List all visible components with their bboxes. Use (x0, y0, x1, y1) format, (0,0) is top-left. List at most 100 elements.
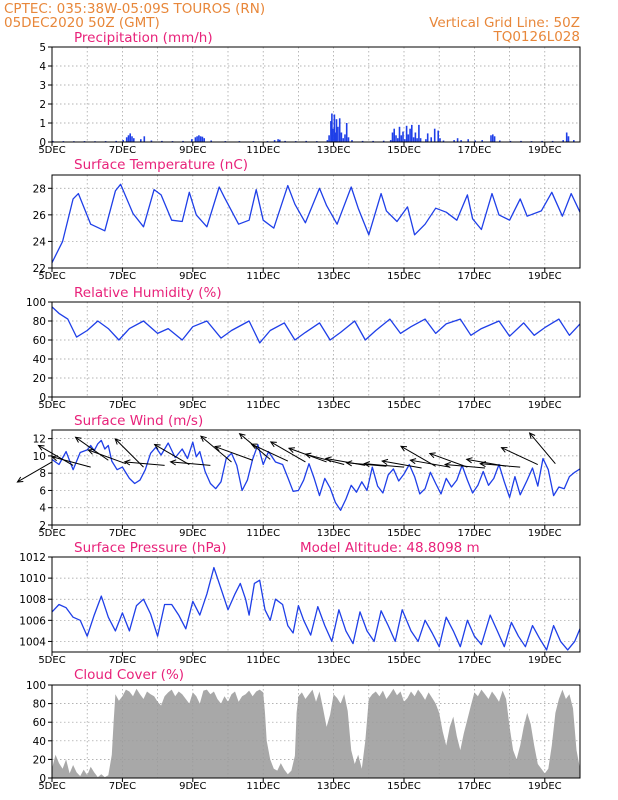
precipitation-bar (210, 140, 212, 142)
precipitation-bar (405, 125, 408, 142)
precipitation-bar (551, 140, 554, 142)
panel-cloud-cover: 0 20 40 60 80 100 5DEC 7DEC 9DEC 11DEC 13DEC 15DEC 1… (26, 667, 581, 792)
wind-vector-arrow (443, 461, 486, 469)
x-tick-label: 17DEC (458, 271, 492, 282)
wind-vector-arrow (399, 445, 436, 467)
precipitation-bar (201, 136, 204, 142)
wind-vector-arrow (74, 436, 109, 461)
x-tick-label: 5DEC (38, 271, 65, 282)
precipitation-bar (407, 134, 410, 142)
precipitation-bar (333, 114, 336, 142)
y-tick-label: 100 (26, 680, 46, 692)
x-tick-label: 13DEC (317, 528, 351, 539)
wind-vector-arrow (114, 438, 144, 468)
precipitation-bar (412, 137, 415, 143)
y-tick-label: 1 (39, 118, 46, 130)
precipitation-bar (337, 126, 339, 142)
panel-frame (51, 46, 581, 143)
panel-title-humidity: Relative Humidity (%) (74, 285, 222, 301)
y-tick-label: 28 (33, 183, 46, 195)
x-tick-label: 15DEC (387, 655, 421, 666)
y-tick-label: 20 (33, 754, 46, 766)
precipitation-bar (456, 138, 459, 142)
x-tick-label: 19DEC (528, 400, 562, 411)
wind-vector-arrow (37, 444, 74, 466)
x-tick-label: 9DEC (179, 781, 206, 792)
precipitation-bar (127, 135, 130, 142)
y-tick-label: 26 (33, 210, 47, 222)
y-tick-label: 1008 (19, 594, 46, 606)
y-tick-label: 4 (39, 61, 46, 73)
header-model-id: TQ0126L028 (492, 29, 580, 45)
x-tick-label: 19DEC (528, 528, 562, 539)
x-tick-label: 13DEC (317, 781, 351, 792)
x-tick-label: 19DEC (528, 145, 562, 156)
x-tick-label: 5DEC (38, 528, 65, 539)
x-tick-label: 11DEC (246, 145, 280, 156)
y-tick-label: 2 (39, 99, 46, 111)
precipitation-bar (203, 138, 205, 142)
x-tick-label: 13DEC (317, 145, 351, 156)
x-tick-label: 5DEC (38, 781, 65, 792)
precipitation-bar (439, 138, 441, 142)
precipitation-bar (391, 132, 394, 142)
panel-frame (51, 174, 581, 269)
precipitation-bar (194, 137, 197, 143)
y-tick-label: 1010 (19, 573, 46, 585)
panel-frame (51, 301, 581, 398)
precipitation-bar (182, 140, 184, 142)
x-tick-label: 9DEC (179, 400, 206, 411)
precipitation-bar (279, 139, 281, 142)
precipitation-bar (433, 128, 436, 142)
panel-humidity: 0 20 40 60 80 100 5DEC 7DEC 9DEC 11DEC 13DEC 15DEC 1… (26, 285, 581, 411)
precipitation-bar (467, 139, 469, 142)
precipitation-bar (161, 140, 163, 142)
x-tick-label: 7DEC (109, 145, 136, 156)
y-tick-label: 0 (39, 137, 46, 149)
wind-vector-arrow (528, 432, 556, 465)
precipitation-bar (133, 138, 135, 142)
precipitation-bar (140, 139, 142, 142)
precipitation-bar (414, 132, 417, 142)
precipitation-bar (490, 135, 492, 142)
precipitation-bar (402, 131, 404, 142)
panel-title-pressure: Surface Pressure (hPa) (74, 540, 227, 556)
x-tick-label: 9DEC (179, 655, 206, 666)
precipitation-bar (404, 139, 406, 142)
precipitation-bar (52, 140, 54, 142)
precipitation-bar (499, 140, 501, 142)
precipitation-bar (425, 139, 427, 142)
wind-vector-arrow (238, 432, 271, 460)
precipitation-bar (198, 135, 200, 142)
precipitation-bar (562, 140, 564, 142)
x-tick-label: 15DEC (387, 528, 421, 539)
panel-title-precipitation: Precipitation (mm/h) (74, 30, 213, 46)
precipitation-bar (565, 132, 568, 142)
y-tick-label: 24 (33, 236, 47, 248)
wind-vector-arrow (500, 447, 538, 465)
precipitation-bar (331, 113, 333, 142)
y-tick-label: 100 (26, 297, 46, 309)
precipitation-bar (125, 137, 128, 143)
precipitation-bar (196, 136, 198, 142)
precipitation-bar (393, 128, 395, 142)
precipitation-bar (573, 140, 575, 142)
x-tick-label: 5DEC (38, 655, 65, 666)
precipitation-bar (541, 140, 543, 142)
precipitation-bar (398, 126, 401, 142)
y-tick-label: 1004 (19, 636, 46, 648)
precipitation-bar (277, 139, 279, 142)
header-run-time: 05DEC2020 50Z (GMT) (4, 15, 160, 31)
humidity-line (52, 306, 580, 344)
precipitation-bar (409, 128, 411, 142)
precipitation-bar (418, 124, 420, 142)
x-tick-label: 19DEC (528, 271, 562, 282)
y-tick-label: 20 (33, 373, 46, 385)
x-tick-label: 7DEC (109, 400, 136, 411)
panel-title-cloud-cover: Cloud Cover (%) (74, 667, 184, 683)
y-tick-label: 1012 (19, 552, 46, 564)
precipitation-bar (481, 140, 483, 142)
x-tick-label: 13DEC (317, 400, 351, 411)
precipitation-bar (334, 132, 337, 142)
wind-vector-arrow (409, 458, 450, 468)
